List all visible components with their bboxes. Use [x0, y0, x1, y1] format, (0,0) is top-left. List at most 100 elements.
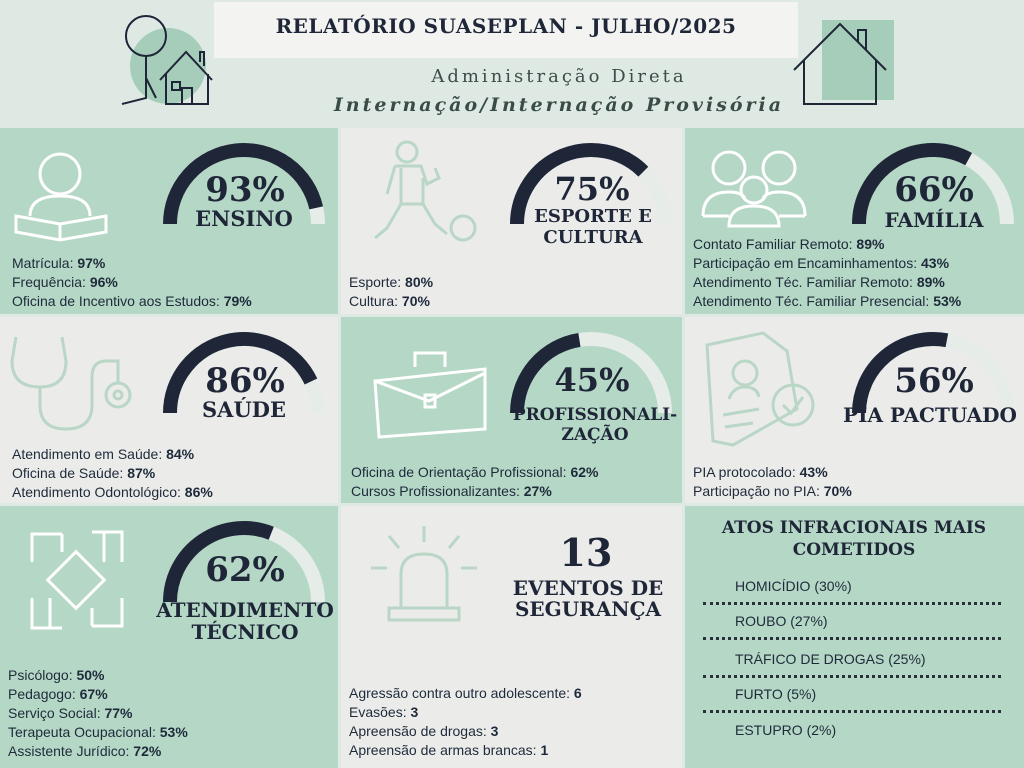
stat-line: Atendimento Odontológico: 86% [12, 483, 213, 502]
stat-label: Agressão contra outro adolescente: [349, 685, 574, 701]
label-profissionalizacao-line1: PROFISSIONALI- [512, 405, 678, 425]
percent-ensino: 93% [205, 170, 285, 210]
gauge-fill [163, 521, 274, 603]
label-pia: PIA PACTUADO [843, 403, 1017, 427]
label-esporte-line2: CULTURA [543, 227, 643, 248]
header: RELATÓRIO SUASEPLAN - JULHO/2025 Adminis… [0, 0, 1024, 128]
house-icon [793, 20, 894, 105]
gauge-saude [163, 332, 325, 414]
stat-label: Esporte: [349, 274, 406, 290]
tile-atendimento: 62% ATENDIMENTO TÉCNICO Psicólogo: 50% Pe… [0, 506, 338, 768]
family-icon [701, 150, 807, 228]
soccer-player-icon [374, 140, 477, 242]
stat-value: 84% [166, 446, 195, 462]
document-approved-icon [705, 331, 815, 447]
stat-label: Evasões: [349, 704, 411, 720]
alarm-siren-icon [371, 526, 477, 622]
tile-familia: 66% FAMÍLIA Contato Familiar Remoto: 89%… [685, 128, 1024, 314]
briefcase-icon [373, 351, 487, 439]
label-saude: SAÚDE [202, 397, 286, 422]
lines-atendimento: Psicólogo: 50% Pedagogo: 67% Serviço Socia… [8, 666, 188, 761]
lines-pia: PIA protocolado: 43% Participação no PIA:… [693, 463, 852, 501]
stat-line: Matrícula: 97% [12, 254, 252, 273]
label-familia: FAMÍLIA [884, 208, 984, 232]
atos-item: TRÁFICO DE DROGAS (25%) [735, 651, 926, 667]
stat-value: 97% [77, 255, 106, 271]
stat-line: Participação em Encaminhamentos: 43% [693, 254, 961, 273]
gauge-ensino [163, 143, 325, 225]
stat-line: Esporte: 80% [349, 273, 433, 292]
stat-line: Oficina de Orientação Profissional: 62% [351, 463, 598, 482]
stat-label: Apreensão de armas brancas: [349, 742, 541, 758]
subtitle-internment: Internação/Internação Provisória [333, 94, 785, 116]
lines-profissionalizacao: Oficina de Orientação Profissional: 62% C… [351, 463, 598, 501]
gauge-fill [510, 143, 649, 225]
stat-value: 3 [490, 723, 499, 739]
stat-label: Atendimento Téc. Familiar Remoto: [693, 274, 917, 290]
gauge-pia [852, 332, 1014, 414]
stat-value: 87% [127, 465, 156, 481]
tile-ensino: 93% ENSINO Matrícula: 97% Frequência: 96%… [0, 128, 338, 314]
stat-value: 86% [184, 484, 213, 500]
stat-line: Psicólogo: 50% [8, 666, 188, 685]
stat-line: Agressão contra outro adolescente: 6 [349, 684, 582, 703]
stat-value: 80% [405, 274, 434, 290]
stethoscope-icon [10, 336, 132, 431]
stat-line: Serviço Social: 77% [8, 704, 188, 723]
lines-esporte: Esporte: 80% Cultura: 70% [349, 273, 433, 311]
stat-value: 79% [223, 293, 252, 309]
stat-line: Pedagogo: 67% [8, 685, 188, 704]
label-atendimento-line1: ATENDIMENTO [156, 598, 334, 622]
reading-person-icon [14, 152, 108, 242]
stat-label: Cursos Profissionalizantes: [351, 483, 524, 499]
stat-label: Psicólogo: [8, 667, 77, 683]
label-atendimento-line2: TÉCNICO [191, 620, 299, 644]
percent-pia: 56% [894, 361, 974, 401]
stat-value: 3 [410, 704, 419, 720]
joined-hands-icon [30, 530, 124, 630]
stat-label: Matrícula: [12, 255, 78, 271]
label-seguranca-line1: EVENTOS DE [512, 576, 664, 600]
stat-label: Cultura: [349, 293, 402, 309]
atos-item: ESTUPRO (2%) [735, 722, 837, 738]
stat-value: 27% [523, 483, 552, 499]
stat-label: Assistente Jurídico: [8, 743, 134, 759]
stat-value: 70% [401, 293, 430, 309]
gauge-fill [852, 332, 949, 414]
tile-profissionalizacao: 45% PROFISSIONALI- ZAÇÃO Oficina de Orie… [341, 317, 682, 503]
stat-line: Assistente Jurídico: 72% [8, 742, 188, 761]
stat-value: 96% [89, 274, 118, 290]
stat-label: Participação no PIA: [693, 483, 824, 499]
stat-label: Serviço Social: [8, 705, 105, 721]
stat-line: Apreensão de drogas: 3 [349, 722, 582, 741]
label-profissionalizacao-line2: ZAÇÃO [561, 425, 629, 445]
stat-line: Atendimento Téc. Familiar Remoto: 89% [693, 273, 961, 292]
stat-value: 6 [573, 685, 582, 701]
stat-value: 1 [540, 742, 549, 758]
divider [703, 710, 1001, 713]
stat-line: PIA protocolado: 43% [693, 463, 852, 482]
stat-label: Oficina de Saúde: [12, 465, 128, 481]
stat-label: Terapeuta Ocupacional: [8, 724, 160, 740]
stat-label: Atendimento Odontológico: [12, 484, 185, 500]
stat-value: 67% [79, 686, 108, 702]
stat-line: Contato Familiar Remoto: 89% [693, 235, 961, 254]
stat-value: 53% [933, 293, 962, 309]
stat-value: 43% [799, 464, 828, 480]
stat-line: Atendimento em Saúde: 84% [12, 445, 213, 464]
title-box [214, 2, 798, 58]
stat-line: Cursos Profissionalizantes: 27% [351, 482, 598, 501]
stat-label: Atendimento em Saúde: [12, 446, 167, 462]
stat-label: Oficina de Orientação Profissional: [351, 464, 571, 480]
gauge-fill [852, 143, 973, 225]
gauge-fill [163, 332, 318, 414]
page-title: RELATÓRIO SUASEPLAN - JULHO/2025 [275, 14, 737, 38]
stat-label: Pedagogo: [8, 686, 80, 702]
atos-item: FURTO (5%) [735, 686, 817, 702]
label-esporte-line1: ESPORTE E [534, 206, 652, 227]
atos-title-line2: COMETIDOS [792, 540, 916, 560]
stat-line: Cultura: 70% [349, 292, 433, 311]
divider [703, 602, 1001, 605]
stat-label: PIA protocolado: [693, 464, 800, 480]
stat-label: Participação em Encaminhamentos: [693, 255, 921, 271]
